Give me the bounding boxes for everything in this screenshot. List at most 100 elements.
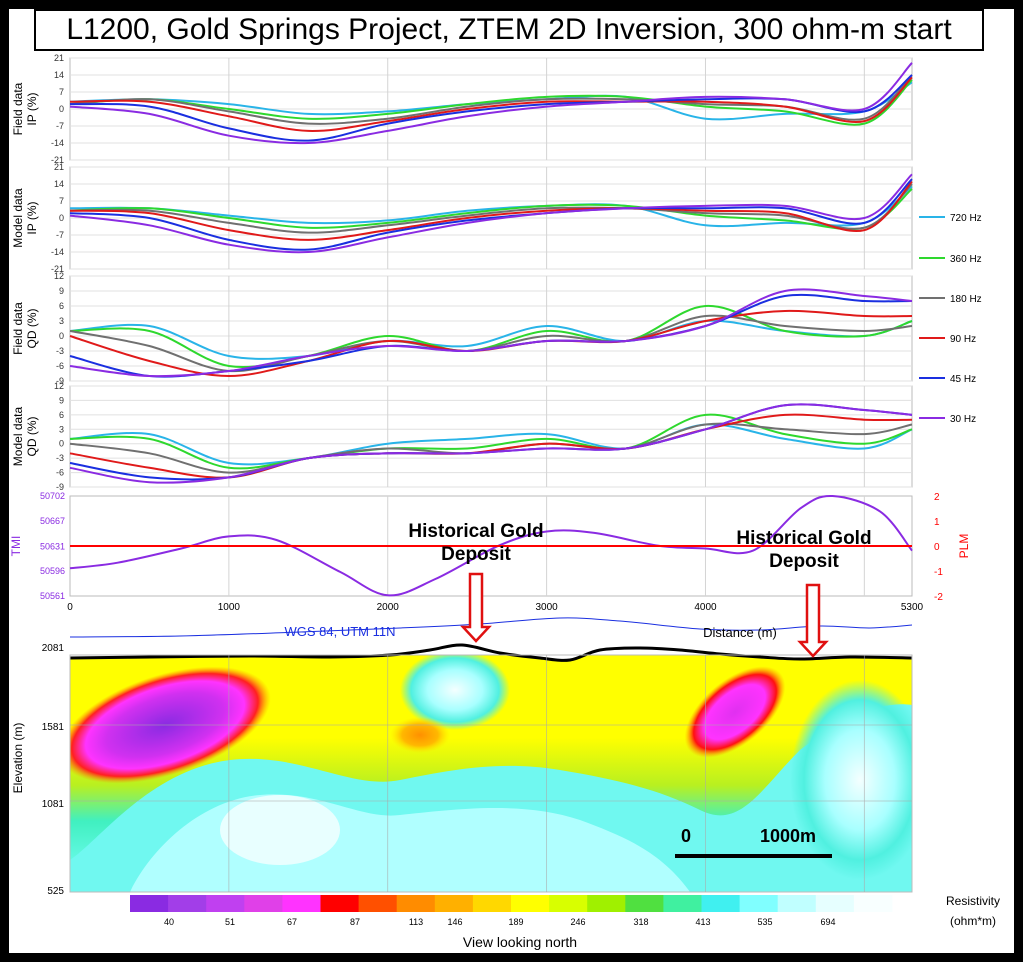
tmi-tick-label: 50631 [40,541,65,551]
section-cyan-right [790,680,930,880]
colorbar-label: 51 [225,917,235,927]
resistivity-colorbar: 40 51 67 87 113 146 189 246 318 413 535 694Resistiv… [130,894,1000,928]
panel-1: 21 14 7 0 -7 -14 -21 Field data IP (%) [11,53,912,165]
colorbar-swatch [206,895,245,912]
y-tick-label: 6 [59,410,64,420]
colorbar-swatch [359,895,398,912]
colorbar-label: 87 [350,917,360,927]
colorbar-swatch [168,895,207,912]
legend-item: 180 Hz [919,294,982,305]
plm-tick-label: 2 [934,492,940,503]
colorbar-swatch [740,895,779,912]
elevation-tick-label: 1581 [42,722,65,733]
y-tick-label: 0 [59,439,64,449]
y-tick-label: 7 [59,87,64,97]
colorbar-label: 246 [570,917,585,927]
y-tick-label: 12 [54,271,64,281]
y-tick-label: -14 [51,247,64,257]
tmi-tick-label: 50702 [40,491,65,501]
colorbar-swatch [663,895,702,912]
y-tick-label: 9 [59,286,64,296]
y-axis-label: QD (%) [25,309,39,349]
legend-item: 30 Hz [919,414,976,425]
panel-3: 12 9 6 3 0 -3 -6 -9 Field data QD (%) [11,271,912,386]
panel-2: 211470-7-14-21Model data IP (%) [11,162,912,274]
y-tick-label: 0 [59,104,64,114]
survey-line [70,618,912,637]
tmi-tick-label: 50596 [40,566,65,576]
colorbar-swatch [778,895,817,912]
legend-label: 720 Hz [950,213,982,224]
x-tick-label: 0 [67,602,73,613]
deposit-label: Historical Gold [408,521,543,542]
y-tick-label: 3 [59,424,64,434]
y-axis-label: Field data [11,82,25,135]
legend-item: 90 Hz [919,334,976,345]
colorbar-label: 318 [633,917,648,927]
view-direction-label: View looking north [463,934,577,950]
colorbar-swatch [473,895,512,912]
y-tick-label: -14 [51,138,64,148]
y-axis-label: Field data [11,302,25,355]
colorbar-label: 146 [447,917,462,927]
plm-tick-label: 0 [934,542,940,553]
legend-label: 90 Hz [950,334,976,345]
colorbar-swatch [625,895,664,912]
tmi-tick-label: 50667 [40,516,65,526]
colorbar-swatch [244,895,283,912]
x-tick-label: 5300 [901,602,924,613]
x-tick-label: 1000 [218,602,241,613]
y-tick-label: 9 [59,395,64,405]
legend-label: 30 Hz [950,414,976,425]
y-tick-label: -3 [56,453,64,463]
distance-label: Distance (m) [703,625,777,640]
ztem-figure: 211470-7-14-21Field data IP (%)211470-7-1… [0,0,1023,962]
colorbar-label: 413 [695,917,710,927]
colorbar-label: 189 [508,917,523,927]
x-tick-label: 4000 [694,602,717,613]
panel-4: 129630-3-6-9Model data QD (%) [11,381,912,492]
y-axis-label: IP (%) [25,201,39,234]
colorbar-swatch [854,895,893,912]
crs-label: WGS 84, UTM 11N [284,624,395,639]
scale-bar-start: 0 [681,826,691,846]
y-tick-label: 0 [59,331,64,341]
colorbar-swatch [587,895,626,912]
colorbar-swatch [702,895,741,912]
colorbar-swatch [282,895,321,912]
section-orange-patch [390,717,450,753]
y-tick-label: -6 [56,468,64,478]
y-tick-label: -7 [56,230,64,240]
legend-item: 360 Hz [919,254,982,265]
colorbar-swatch [397,895,436,912]
y-axis-label: Model data [11,188,25,248]
legend-label: 360 Hz [950,254,982,265]
colorbar-swatch [549,895,588,912]
colorbar-swatch [321,895,360,912]
elevation-tick-label: 2081 [42,643,65,654]
deposit-label: Deposit [441,544,511,565]
deposit-label: Deposit [769,551,839,572]
colorbar-label: 40 [164,917,174,927]
x-tick-label: 3000 [535,602,558,613]
colorbar-swatch [511,895,550,912]
y-tick-label: 21 [54,162,64,172]
elevation-tick-label: 1081 [42,799,65,810]
colorbar-swatch [435,895,474,912]
y-tick-label: 0 [59,213,64,223]
plm-axis-label: PLM [957,534,971,559]
scale-bar-end: 1000m [760,826,816,846]
elevation-tick-label: 525 [47,886,64,897]
y-axis-label: Model data [11,406,25,466]
y-tick-label: 12 [54,381,64,391]
colorbar-label: 535 [757,917,772,927]
y-tick-label: 14 [54,70,64,80]
legend-item: 720 Hz [919,213,982,224]
y-tick-label: -7 [56,121,64,131]
colorbar-title: Resistivity [946,894,1000,908]
y-axis-label: IP (%) [25,92,39,125]
tmi-axis-label: TMI [9,536,23,557]
legend-label: 180 Hz [950,294,982,305]
y-tick-label: -3 [56,346,64,356]
